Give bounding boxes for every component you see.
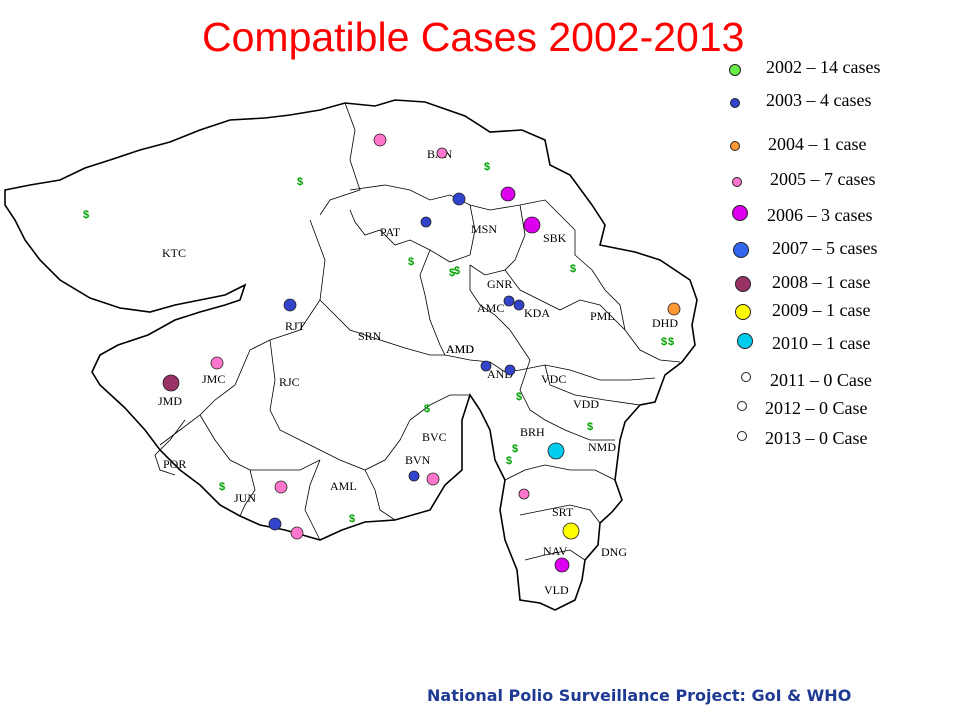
place-marker: $ bbox=[506, 455, 512, 467]
case-marker bbox=[523, 216, 541, 234]
legend-marker bbox=[732, 177, 742, 187]
legend-marker bbox=[730, 98, 740, 108]
case-marker bbox=[504, 364, 516, 376]
legend-marker bbox=[733, 242, 749, 258]
district-label: RJT bbox=[285, 319, 306, 333]
legend-marker bbox=[737, 333, 753, 349]
legend-label: 2008 – 1 case bbox=[772, 272, 871, 292]
district-label: NMD bbox=[588, 440, 616, 454]
district-label: KDA bbox=[524, 306, 550, 320]
legend-label: 2007 – 5 cases bbox=[772, 238, 878, 258]
district-label: KTC bbox=[162, 246, 186, 260]
district-label: BVC bbox=[422, 430, 447, 444]
district-label: MSN bbox=[471, 222, 497, 236]
place-marker: $ bbox=[661, 336, 667, 348]
place-marker: $ bbox=[449, 267, 455, 279]
district-label: AMC bbox=[477, 301, 504, 315]
case-marker bbox=[162, 374, 180, 392]
legend-label: 2010 – 1 case bbox=[772, 333, 871, 353]
case-marker bbox=[503, 295, 515, 307]
case-marker bbox=[562, 522, 580, 540]
place-marker: $ bbox=[219, 481, 225, 493]
legend-label: 2005 – 7 cases bbox=[770, 169, 876, 189]
case-marker bbox=[480, 360, 492, 372]
legend-marker bbox=[737, 431, 747, 441]
district-labels: BANPATMSNSBKKTCGNRAMDKDAPMLDHDRJTSRNAMDA… bbox=[83, 147, 678, 597]
district-label: BRH bbox=[520, 425, 545, 439]
legend-label: 2003 – 4 cases bbox=[766, 90, 872, 110]
legend-label: 2006 – 3 cases bbox=[767, 205, 873, 225]
case-marker bbox=[290, 526, 304, 540]
case-marker bbox=[420, 216, 432, 228]
district-label: RJC bbox=[279, 375, 300, 389]
case-marker bbox=[500, 186, 516, 202]
district-label: PAT bbox=[380, 225, 401, 239]
district-label: GNR bbox=[487, 277, 512, 291]
footer-credit: National Polio Surveillance Project: GoI… bbox=[427, 686, 852, 705]
legend-label: 2002 – 14 cases bbox=[766, 57, 881, 77]
place-marker: $ bbox=[570, 263, 576, 275]
district-label: SRN bbox=[358, 329, 382, 343]
legend-marker bbox=[741, 372, 751, 382]
district-label: NAV bbox=[543, 544, 568, 558]
case-markers bbox=[162, 133, 681, 573]
place-marker: $ bbox=[454, 265, 460, 277]
place-marker: $ bbox=[512, 443, 518, 455]
district-label: VDC bbox=[541, 372, 566, 386]
district-label: VDD bbox=[573, 397, 599, 411]
district-label: VLD bbox=[544, 583, 569, 597]
legend-marker bbox=[735, 276, 751, 292]
district-label: AMD bbox=[446, 342, 474, 356]
case-marker bbox=[547, 442, 565, 460]
case-marker bbox=[274, 480, 288, 494]
district-label: JMD bbox=[158, 394, 182, 408]
case-marker bbox=[436, 147, 448, 159]
district-label: SRT bbox=[552, 505, 574, 519]
place-marker: $ bbox=[424, 403, 430, 415]
legend-marker bbox=[729, 64, 741, 76]
place-marker: $ bbox=[408, 256, 414, 268]
case-marker bbox=[513, 299, 525, 311]
case-marker bbox=[452, 192, 466, 206]
place-marker: $ bbox=[83, 209, 89, 221]
place-marker: $ bbox=[297, 176, 303, 188]
case-marker bbox=[373, 133, 387, 147]
place-marker: $ bbox=[349, 513, 355, 525]
case-marker bbox=[268, 517, 282, 531]
state-outline bbox=[4, 99, 698, 611]
case-marker bbox=[283, 298, 297, 312]
case-marker bbox=[210, 356, 224, 370]
district-label: AML bbox=[330, 479, 357, 493]
district-label: POR bbox=[163, 457, 186, 471]
case-marker bbox=[554, 557, 570, 573]
legend-label: 2011 – 0 Case bbox=[770, 370, 872, 390]
place-marker: $ bbox=[484, 161, 490, 173]
place-marker: $ bbox=[516, 391, 522, 403]
legend-label: 2004 – 1 case bbox=[768, 134, 867, 154]
case-marker bbox=[426, 472, 440, 486]
legend-marker bbox=[732, 205, 748, 221]
district-label: JMC bbox=[202, 372, 225, 386]
district-label: PML bbox=[590, 309, 615, 323]
legend-label: 2013 – 0 Case bbox=[765, 428, 868, 448]
place-marker: $ bbox=[668, 336, 674, 348]
map-title: Compatible Cases 2002-2013 bbox=[202, 14, 745, 60]
district-label: DHD bbox=[652, 316, 678, 330]
legend-label: 2012 – 0 Case bbox=[765, 398, 868, 418]
legend-label: 2009 – 1 case bbox=[772, 300, 871, 320]
legend-marker bbox=[737, 401, 747, 411]
case-marker bbox=[667, 302, 681, 316]
case-marker bbox=[518, 488, 530, 500]
district-label: DNG bbox=[601, 545, 627, 559]
legend-marker bbox=[735, 304, 751, 320]
place-marker: $ bbox=[587, 421, 593, 433]
district-label: AMD bbox=[446, 342, 474, 356]
legend-marker bbox=[730, 141, 740, 151]
district-label: JUN bbox=[234, 491, 256, 505]
district-label: SBK bbox=[543, 231, 567, 245]
case-marker bbox=[408, 470, 420, 482]
district-label: BVN bbox=[405, 453, 431, 467]
